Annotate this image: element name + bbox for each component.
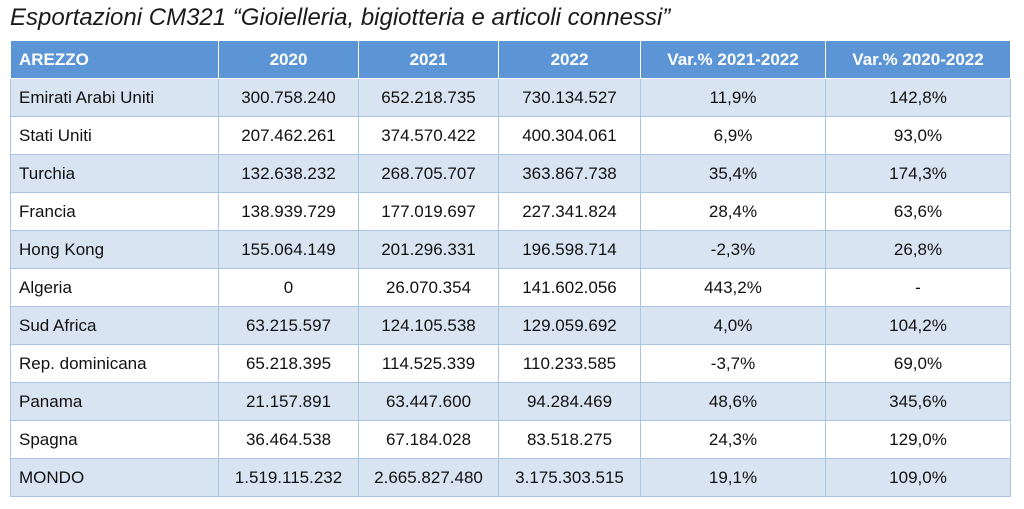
country-cell: Hong Kong [10, 230, 219, 269]
value-cell: 201.296.331 [358, 230, 499, 269]
header-cell-var-2020-2022: Var.% 2020-2022 [825, 40, 1011, 79]
value-cell: 69,0% [825, 344, 1011, 383]
country-cell: Francia [10, 192, 219, 231]
table-row: Emirati Arabi Uniti 300.758.240 652.218.73… [10, 78, 1011, 117]
value-cell: 345,6% [825, 382, 1011, 421]
value-cell: 104,2% [825, 306, 1011, 345]
table-row: MONDO 1.519.115.232 2.665.827.480 3.175.303… [10, 458, 1011, 497]
value-cell: 28,4% [640, 192, 826, 231]
value-cell: -3,7% [640, 344, 826, 383]
country-cell: Stati Uniti [10, 116, 219, 155]
value-cell: 63.215.597 [218, 306, 359, 345]
table-row: Turchia 132.638.232 268.705.707 363.867.738… [10, 154, 1011, 193]
country-cell: Turchia [10, 154, 219, 193]
value-cell: 363.867.738 [498, 154, 641, 193]
table-row: Stati Uniti 207.462.261 374.570.422 400.304… [10, 116, 1011, 155]
value-cell: 196.598.714 [498, 230, 641, 269]
value-cell: 1.519.115.232 [218, 458, 359, 497]
value-cell: 63.447.600 [358, 382, 499, 421]
value-cell: 6,9% [640, 116, 826, 155]
value-cell: 3.175.303.515 [498, 458, 641, 497]
table-row: Spagna 36.464.538 67.184.028 83.518.275 24,3… [10, 420, 1011, 459]
value-cell: 35,4% [640, 154, 826, 193]
header-cell-area: AREZZO [10, 40, 219, 79]
value-cell: 4,0% [640, 306, 826, 345]
value-cell: 26.070.354 [358, 268, 499, 307]
value-cell: 114.525.339 [358, 344, 499, 383]
value-cell: 227.341.824 [498, 192, 641, 231]
exports-table: AREZZO 2020 2021 2022 Var.% 2021-2022 Va… [10, 40, 1011, 497]
value-cell: 11,9% [640, 78, 826, 117]
value-cell: - [825, 268, 1011, 307]
value-cell: 400.304.061 [498, 116, 641, 155]
value-cell: 141.602.056 [498, 268, 641, 307]
country-cell: Panama [10, 382, 219, 421]
table-row: Sud Africa 63.215.597 124.105.538 129.059.6… [10, 306, 1011, 345]
value-cell: 36.464.538 [218, 420, 359, 459]
value-cell: 26,8% [825, 230, 1011, 269]
value-cell: 142,8% [825, 78, 1011, 117]
value-cell: 83.518.275 [498, 420, 641, 459]
value-cell: 19,1% [640, 458, 826, 497]
value-cell: 177.019.697 [358, 192, 499, 231]
value-cell: 129.059.692 [498, 306, 641, 345]
table-body: Emirati Arabi Uniti 300.758.240 652.218.73… [10, 78, 1011, 497]
country-cell: Sud Africa [10, 306, 219, 345]
table-row: Hong Kong 155.064.149 201.296.331 196.598.7… [10, 230, 1011, 269]
value-cell: 124.105.538 [358, 306, 499, 345]
value-cell: 110.233.585 [498, 344, 641, 383]
value-cell: 207.462.261 [218, 116, 359, 155]
value-cell: 268.705.707 [358, 154, 499, 193]
header-cell-2022: 2022 [498, 40, 641, 79]
value-cell: 174,3% [825, 154, 1011, 193]
value-cell: 2.665.827.480 [358, 458, 499, 497]
header-cell-var-2021-2022: Var.% 2021-2022 [640, 40, 826, 79]
value-cell: -2,3% [640, 230, 826, 269]
country-cell: Algeria [10, 268, 219, 307]
header-cell-2020: 2020 [218, 40, 359, 79]
value-cell: 443,2% [640, 268, 826, 307]
value-cell: 155.064.149 [218, 230, 359, 269]
value-cell: 730.134.527 [498, 78, 641, 117]
table-row: Algeria 0 26.070.354 141.602.056 443,2% - [10, 268, 1011, 307]
value-cell: 24,3% [640, 420, 826, 459]
header-row: AREZZO 2020 2021 2022 Var.% 2021-2022 Va… [10, 40, 1011, 79]
value-cell: 138.939.729 [218, 192, 359, 231]
table-row: Panama 21.157.891 63.447.600 94.284.469 48,6… [10, 382, 1011, 421]
country-cell: MONDO [10, 458, 219, 497]
country-cell: Spagna [10, 420, 219, 459]
value-cell: 94.284.469 [498, 382, 641, 421]
value-cell: 652.218.735 [358, 78, 499, 117]
value-cell: 65.218.395 [218, 344, 359, 383]
value-cell: 63,6% [825, 192, 1011, 231]
table-row: Francia 138.939.729 177.019.697 227.341.824… [10, 192, 1011, 231]
value-cell: 21.157.891 [218, 382, 359, 421]
header-cell-2021: 2021 [358, 40, 499, 79]
value-cell: 93,0% [825, 116, 1011, 155]
country-cell: Emirati Arabi Uniti [10, 78, 219, 117]
value-cell: 109,0% [825, 458, 1011, 497]
value-cell: 132.638.232 [218, 154, 359, 193]
value-cell: 129,0% [825, 420, 1011, 459]
value-cell: 374.570.422 [358, 116, 499, 155]
country-cell: Rep. dominicana [10, 344, 219, 383]
value-cell: 67.184.028 [358, 420, 499, 459]
value-cell: 300.758.240 [218, 78, 359, 117]
table-row: Rep. dominicana 65.218.395 114.525.339 110.… [10, 344, 1011, 383]
table-title: Esportazioni CM321 “Gioielleria, bigiott… [10, 4, 671, 31]
value-cell: 0 [218, 268, 359, 307]
value-cell: 48,6% [640, 382, 826, 421]
